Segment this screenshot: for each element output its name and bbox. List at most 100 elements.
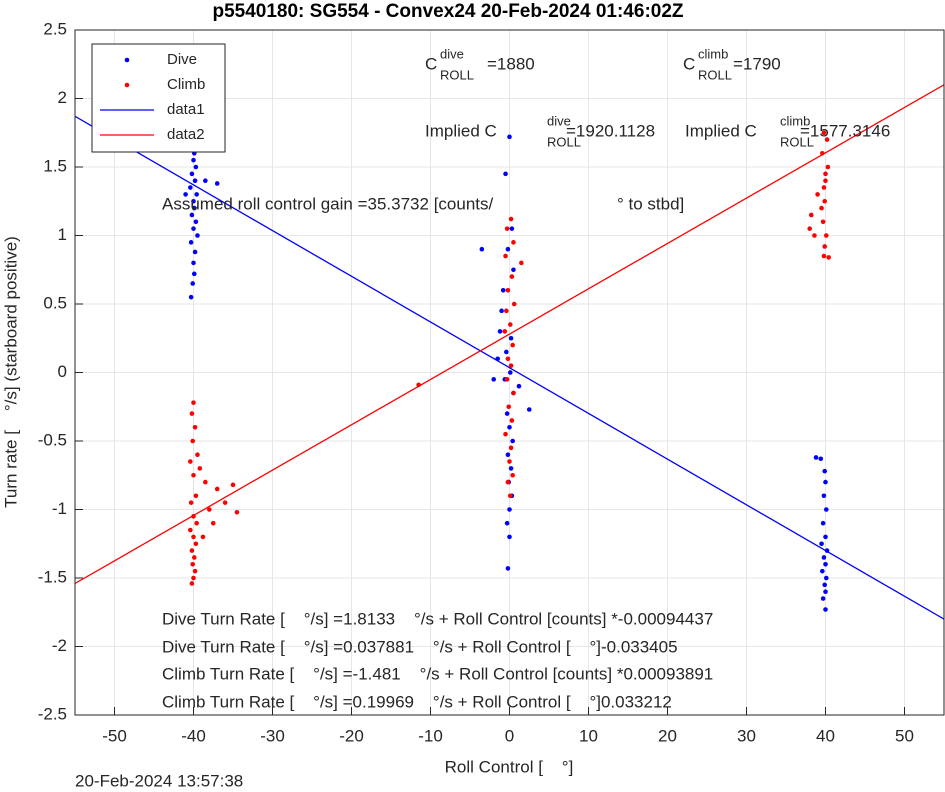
annotation: dive <box>547 113 571 128</box>
annotation: Climb Turn Rate [ °/s] =0.19969 °/s + Ro… <box>162 692 672 711</box>
point <box>188 527 193 533</box>
point <box>504 377 510 382</box>
point <box>822 582 828 588</box>
point <box>203 178 208 183</box>
annotation: Implied C <box>425 121 497 140</box>
point <box>504 349 509 355</box>
point <box>825 164 831 170</box>
point <box>822 468 828 474</box>
point <box>511 240 516 245</box>
point <box>819 205 824 211</box>
point <box>823 607 828 612</box>
point <box>813 455 819 460</box>
point <box>504 520 510 526</box>
point <box>491 377 497 382</box>
x-tick-label: 40 <box>816 726 835 745</box>
x-tick-label: 30 <box>737 726 756 745</box>
point <box>505 566 511 571</box>
point <box>183 192 188 197</box>
point <box>819 541 824 547</box>
y-tick-label: 2.5 <box>43 19 67 38</box>
point <box>508 335 514 341</box>
point <box>506 404 512 410</box>
point <box>188 240 194 245</box>
point <box>507 459 512 464</box>
point <box>214 486 220 492</box>
point <box>192 249 198 255</box>
point <box>509 226 515 231</box>
point <box>821 555 827 560</box>
point <box>189 548 195 553</box>
point <box>234 509 240 515</box>
chart-title: p5540180: SG554 - Convex24 20-Feb-2024 0… <box>212 1 683 22</box>
point <box>190 281 196 286</box>
annotation: =1880 <box>487 54 535 73</box>
legend-label: data1 <box>167 101 205 118</box>
fit-line <box>75 115 944 620</box>
timestamp: 20-Feb-2024 13:57:38 <box>75 771 243 790</box>
point <box>511 390 516 396</box>
point <box>191 271 197 277</box>
point <box>823 589 828 594</box>
point <box>191 260 196 266</box>
point <box>230 482 236 488</box>
annotation: =1577.3146 <box>800 121 890 140</box>
point <box>820 568 825 574</box>
point <box>823 507 829 512</box>
point <box>508 466 514 471</box>
point <box>210 520 216 526</box>
y-tick-label: 1.5 <box>43 156 67 175</box>
point <box>510 342 515 348</box>
point <box>191 534 196 540</box>
point <box>820 219 826 225</box>
point <box>509 274 515 279</box>
point <box>189 581 195 586</box>
point <box>188 459 193 464</box>
x-tick-label: 10 <box>579 726 598 745</box>
x-tick-label: -20 <box>339 726 364 745</box>
point <box>822 244 828 249</box>
point <box>193 493 199 499</box>
point <box>823 171 828 177</box>
legend-label: Climb <box>167 76 205 93</box>
point <box>479 246 485 252</box>
annotation: ROLL <box>440 67 474 82</box>
point <box>821 185 827 190</box>
point <box>504 226 510 231</box>
point <box>504 308 509 314</box>
x-tick-label: -10 <box>418 726 443 745</box>
annotation: =1790 <box>733 54 781 73</box>
point <box>812 233 817 238</box>
point <box>188 500 194 505</box>
legend-marker <box>124 57 130 63</box>
point <box>207 507 212 512</box>
plot-area <box>75 84 944 620</box>
point <box>190 438 196 444</box>
annotation: C <box>425 54 437 73</box>
point <box>190 562 196 567</box>
y-tick-label: 1 <box>58 225 67 244</box>
x-tick-label: -30 <box>260 726 285 745</box>
point <box>505 479 511 485</box>
point <box>191 575 196 581</box>
point <box>507 370 513 375</box>
x-tick-label: 50 <box>895 726 914 745</box>
point <box>214 181 220 186</box>
axes-box <box>74 29 945 716</box>
annotation: ° to stbd] <box>617 194 684 213</box>
point <box>526 407 532 412</box>
point <box>195 452 200 458</box>
point <box>818 456 824 462</box>
point <box>820 520 826 526</box>
point <box>507 134 512 140</box>
point <box>821 130 827 136</box>
point <box>808 212 814 218</box>
x-tick-label: -40 <box>181 726 206 745</box>
point <box>222 500 228 505</box>
point <box>194 520 199 526</box>
point <box>519 260 524 266</box>
y-tick-label: -2 <box>52 636 67 655</box>
annotation: Dive Turn Rate [ °/s] =0.037881 °/s + Ro… <box>162 637 678 656</box>
point <box>507 425 512 430</box>
